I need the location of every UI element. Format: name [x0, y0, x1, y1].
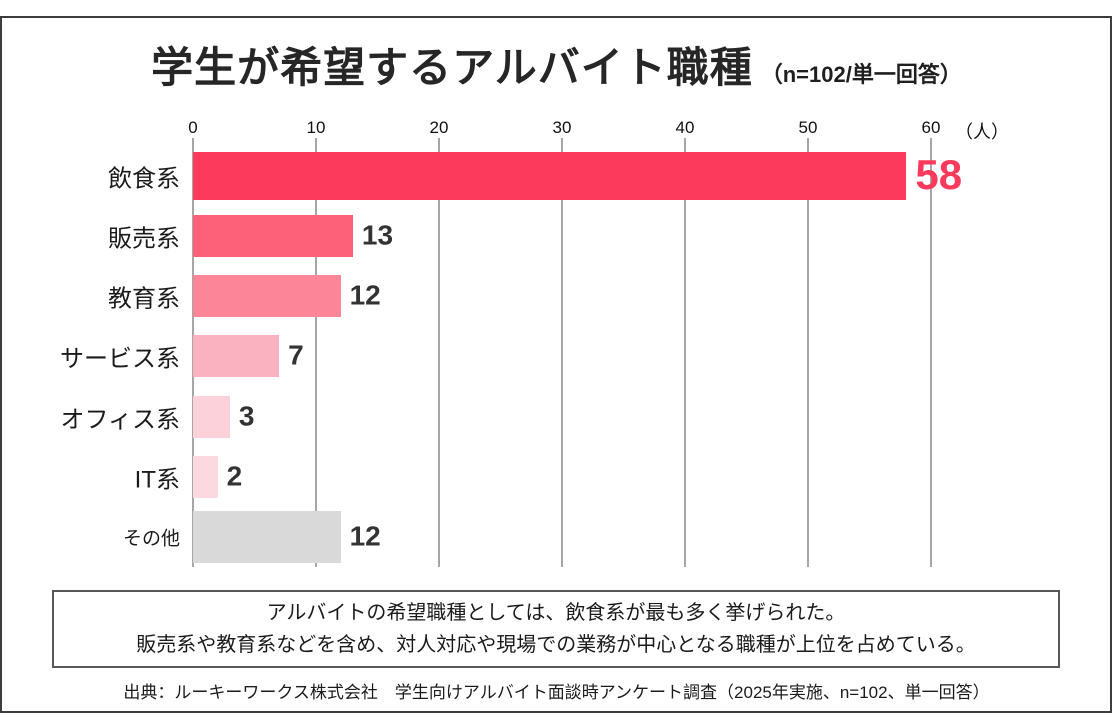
- category-label: その他: [122, 528, 180, 550]
- summary-line-2: 販売系や教育系などを含め、対人対応や現場での業務が中心となる職種が上位を占めてい…: [136, 634, 976, 656]
- bar: [193, 215, 353, 258]
- category-label: サービス系: [60, 345, 180, 373]
- gridline: [930, 138, 932, 567]
- bar: [193, 395, 230, 438]
- gridline: [561, 138, 563, 567]
- bar: [193, 152, 907, 201]
- category-label: オフィス系: [60, 406, 180, 434]
- category-label: 教育系: [108, 285, 180, 313]
- bar-row: サービス系 7: [60, 326, 931, 386]
- axis-labels: （人） 0 10 20 30 40 50 60: [188, 118, 1009, 142]
- value-label: 12: [349, 279, 381, 311]
- axis-tick-label: 20: [429, 118, 449, 137]
- plot-area: 飲食系 58 販売系 13 教育系 12 サービス系 7 オフィス系 3 IT系 2 その他 12: [60, 138, 962, 567]
- gridline: [807, 138, 809, 567]
- category-label: 飲食系: [108, 165, 180, 193]
- bar: [193, 275, 341, 318]
- category-label: 販売系: [108, 225, 180, 253]
- bar-row: その他 12: [123, 507, 931, 567]
- bar: [193, 510, 341, 563]
- gridline: [438, 138, 440, 567]
- bar-row: 教育系 12: [108, 266, 931, 326]
- summary-line-1: アルバイトの希望職種としては、飲食系が最も多く挙げられた。: [266, 602, 846, 624]
- bar-row: 販売系 13: [108, 206, 931, 266]
- axis-tick-label: 30: [552, 118, 572, 137]
- summary-box: アルバイトの希望職種としては、飲食系が最も多く挙げられた。 販売系や教育系などを…: [52, 590, 1060, 668]
- chart-title: 学生が希望するアルバイト職種: [151, 44, 753, 91]
- axis-tick-label: 50: [798, 118, 818, 137]
- axis-tick-label: 40: [675, 118, 695, 137]
- value-label: 7: [288, 339, 304, 371]
- bar: [193, 455, 218, 498]
- bar: [193, 335, 280, 378]
- value-label: 3: [238, 399, 255, 431]
- value-label: 12: [349, 520, 381, 552]
- axis-tick-label: 0: [188, 118, 198, 137]
- value-label: 13: [361, 219, 394, 251]
- bar-row: IT系 2: [135, 447, 931, 507]
- axis-tick-label: 10: [306, 118, 326, 137]
- axis-unit-label: （人）: [955, 122, 1009, 142]
- source-note: 出典：ルーキーワークス株式会社 学生向けアルバイト面談時アンケート調査（2025…: [123, 683, 990, 702]
- gridline: [684, 138, 686, 567]
- axis-tick-label: 60: [921, 118, 941, 137]
- bar-row: 飲食系 58: [108, 146, 962, 206]
- gridline: [315, 138, 317, 567]
- chart-subtitle: （n=102/単一回答）: [760, 62, 962, 87]
- bar-row: オフィス系 3: [60, 387, 931, 447]
- bar-rows: 飲食系 58 販売系 13 教育系 12 サービス系 7 オフィス系 3 IT系 2 その他 12: [60, 146, 962, 567]
- category-label: IT系: [134, 466, 180, 494]
- value-label: 58: [915, 151, 963, 199]
- chart-header: 学生が希望するアルバイト職種 （n=102/単一回答）: [0, 34, 1113, 95]
- value-label: 2: [226, 460, 243, 492]
